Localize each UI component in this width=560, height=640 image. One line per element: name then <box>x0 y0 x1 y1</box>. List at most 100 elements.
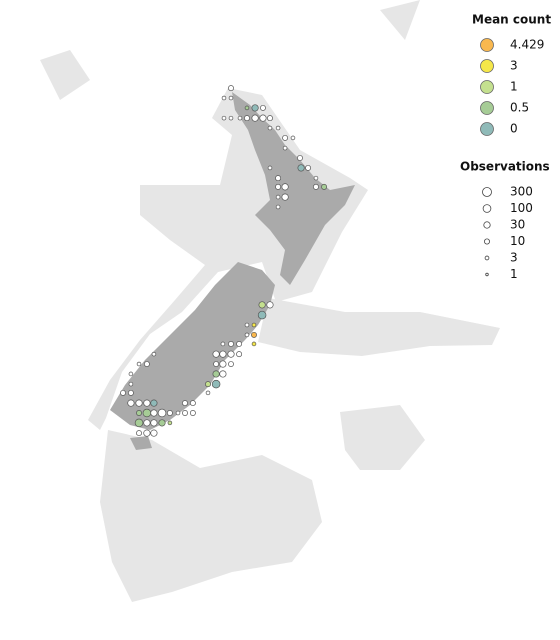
observation-point <box>143 419 151 427</box>
observation-point <box>212 350 220 358</box>
observation-point <box>244 115 250 122</box>
observation-point <box>275 125 281 131</box>
legend-label: 30 <box>510 218 525 232</box>
observation-point <box>212 370 220 378</box>
observation-point <box>275 183 282 190</box>
observation-point <box>221 95 227 101</box>
observation-point <box>150 429 158 437</box>
observation-point <box>136 361 142 367</box>
legend-label: 0.5 <box>510 101 529 115</box>
observation-point <box>313 175 319 181</box>
observation-point <box>189 410 196 416</box>
observation-point <box>244 105 250 111</box>
observation-point <box>182 400 188 407</box>
observation-point <box>236 351 243 358</box>
legend-size <box>483 238 490 245</box>
observation-point <box>251 341 257 347</box>
observation-point <box>228 95 234 101</box>
observation-point <box>227 350 235 358</box>
observation-point <box>150 409 158 417</box>
legend-size <box>484 255 490 261</box>
observation-point <box>221 115 227 121</box>
observation-point <box>266 301 274 309</box>
observation-point <box>259 114 267 122</box>
observation-point <box>267 115 273 122</box>
observation-point <box>290 135 296 141</box>
observation-point <box>275 175 282 182</box>
observation-point <box>135 399 143 407</box>
observation-point <box>167 420 173 426</box>
observation-point <box>220 341 226 347</box>
observation-point <box>143 429 151 437</box>
observation-point <box>219 350 227 358</box>
observation-point <box>175 410 181 416</box>
legend-title: Mean count <box>472 13 551 27</box>
observation-point <box>258 301 266 309</box>
observation-point <box>297 155 303 161</box>
observation-point <box>251 331 257 338</box>
legend-swatch <box>480 101 494 115</box>
observation-point <box>267 165 273 171</box>
observation-point <box>120 389 126 396</box>
observation-point <box>143 399 151 407</box>
observation-point <box>205 390 211 396</box>
observation-point <box>237 115 243 121</box>
observation-point <box>150 419 158 427</box>
observation-point <box>211 379 221 389</box>
observation-point <box>267 125 273 131</box>
observation-point <box>127 389 134 396</box>
legend: Mean count Observations 4.429 3 1 0.5 0 300 10… <box>460 13 551 282</box>
legend-size <box>482 187 492 197</box>
legend-label: 100 <box>510 201 533 215</box>
land <box>110 92 355 450</box>
observation-point <box>313 183 319 190</box>
legend-label: 3 <box>510 251 518 265</box>
observation-point <box>275 194 281 200</box>
observation-point <box>244 322 250 328</box>
observation-point <box>136 430 142 437</box>
observation-point <box>151 351 157 357</box>
observation-point <box>158 419 166 427</box>
observation-point <box>321 183 328 190</box>
observation-point <box>228 115 234 121</box>
observation-point <box>189 400 196 407</box>
observation-point <box>157 408 167 418</box>
observation-point <box>219 370 227 378</box>
observation-point <box>281 193 289 201</box>
observation-point <box>136 410 142 416</box>
observation-point <box>297 164 305 172</box>
observation-point <box>251 104 259 112</box>
observation-point <box>228 340 234 347</box>
observation-point <box>143 361 150 367</box>
legend-label: 10 <box>510 234 525 248</box>
observation-point <box>142 408 152 418</box>
observation-point <box>182 410 188 416</box>
observation-point <box>281 183 289 191</box>
legend-title: Observations <box>460 160 550 174</box>
observation-point <box>282 134 289 141</box>
legend-label: 1 <box>510 80 518 94</box>
observation-point <box>251 322 257 328</box>
legend-swatch <box>480 80 494 94</box>
observation-point <box>219 360 227 368</box>
points <box>120 85 328 437</box>
observation-point <box>260 104 266 111</box>
observation-point <box>166 410 173 416</box>
legend-size <box>483 221 491 229</box>
observation-point <box>228 85 234 92</box>
observation-point <box>228 361 234 367</box>
legend-swatch <box>480 59 494 73</box>
legend-size <box>482 204 492 213</box>
observation-point <box>150 399 158 407</box>
legend-swatch <box>480 38 494 52</box>
legend-label: 3 <box>510 59 518 73</box>
observation-point <box>236 340 243 347</box>
observation-point <box>282 145 288 151</box>
observation-point <box>213 361 220 367</box>
observation-point <box>128 371 134 377</box>
legend-label: 300 <box>510 185 533 199</box>
observation-point <box>305 164 312 171</box>
observation-point <box>134 418 144 428</box>
legend-label: 4.429 <box>510 38 544 52</box>
